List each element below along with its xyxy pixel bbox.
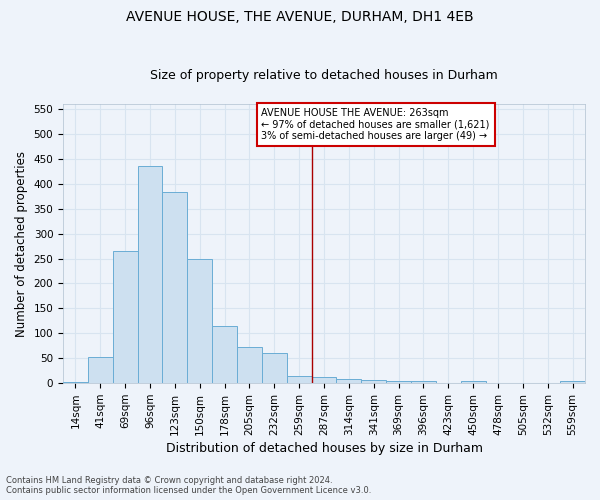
Text: AVENUE HOUSE THE AVENUE: 263sqm
← 97% of detached houses are smaller (1,621)
3% : AVENUE HOUSE THE AVENUE: 263sqm ← 97% of… [262, 108, 490, 142]
Bar [63, 382, 88, 383]
Bar [163, 192, 187, 383]
Bar [88, 358, 113, 383]
Bar [411, 381, 436, 383]
Bar [262, 353, 287, 383]
Bar [311, 376, 337, 383]
Text: Contains HM Land Registry data © Crown copyright and database right 2024.
Contai: Contains HM Land Registry data © Crown c… [6, 476, 371, 495]
Bar [137, 166, 163, 383]
Bar [386, 380, 411, 383]
Bar [337, 378, 361, 383]
Bar [212, 326, 237, 383]
Bar [560, 380, 585, 383]
Bar [187, 258, 212, 383]
Bar [287, 376, 311, 383]
Text: AVENUE HOUSE, THE AVENUE, DURHAM, DH1 4EB: AVENUE HOUSE, THE AVENUE, DURHAM, DH1 4E… [126, 10, 474, 24]
Y-axis label: Number of detached properties: Number of detached properties [15, 150, 28, 336]
Title: Size of property relative to detached houses in Durham: Size of property relative to detached ho… [150, 69, 498, 82]
Bar [113, 251, 137, 383]
Bar [361, 380, 386, 383]
X-axis label: Distribution of detached houses by size in Durham: Distribution of detached houses by size … [166, 442, 482, 455]
Bar [461, 381, 485, 383]
Bar [237, 348, 262, 383]
